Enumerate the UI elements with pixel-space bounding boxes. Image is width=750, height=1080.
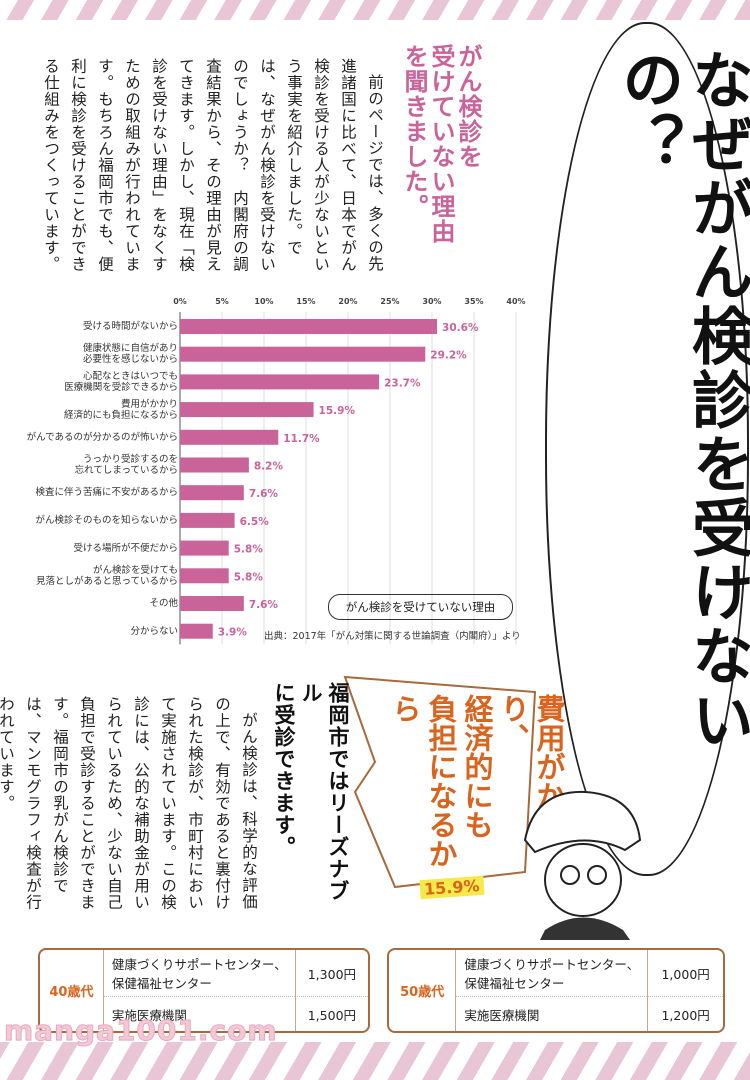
section1-heading: がん検診を 受けていない理由 を聞きました。 bbox=[400, 44, 482, 244]
place: 健康づくりサポートセンター、 保健福祉センター bbox=[455, 950, 648, 997]
bar bbox=[180, 319, 438, 334]
category-label: 費用がかかり 経済的にも負担になるから bbox=[63, 398, 178, 421]
bar bbox=[180, 457, 249, 473]
data-label: 5.8% bbox=[234, 544, 264, 556]
price-table-50s: 50歳代 健康づくりサポートセンター、 保健福祉センター 1,000円 実施医療… bbox=[387, 948, 725, 1033]
heading-line: を聞きました。 bbox=[400, 44, 428, 219]
heading-line: に受診できます。 bbox=[272, 682, 296, 858]
x-tick-label: 5% bbox=[215, 297, 229, 306]
bar bbox=[180, 540, 229, 556]
section2-body: がん検診は、科学的な評価の上で、有効であると裏付けられた検診が、市町村において実… bbox=[0, 696, 258, 911]
category-label: 分からない bbox=[130, 625, 178, 637]
bar bbox=[180, 568, 229, 584]
price-table-40s: 40歳代 健康づくりサポートセンター、 保健福祉センター 1,300円 実施医療… bbox=[38, 948, 370, 1033]
category-label: うっかり受診するのを 忘れてしまっているから bbox=[74, 454, 178, 476]
category-label: 健康状態に自信があり 必要性を感じないから bbox=[82, 343, 178, 366]
x-tick-label: 35% bbox=[464, 297, 483, 306]
x-tick-label: 10% bbox=[254, 297, 273, 306]
heading-line: 福岡市ではリーズナブル bbox=[299, 682, 350, 902]
category-label: がん検診を受けても 見落としがあると思っているから bbox=[35, 564, 178, 587]
watermark: manga1001.com bbox=[4, 1014, 278, 1048]
top-stripe-border bbox=[0, 0, 750, 20]
bar bbox=[180, 512, 235, 528]
age-group: 50歳代 bbox=[400, 985, 445, 1000]
place: 実施医療機関 bbox=[455, 997, 647, 1031]
place: 実施医療機関 bbox=[102, 997, 295, 1031]
price: 1,500円 bbox=[294, 997, 368, 1031]
section1-body: 前のページでは、多くの先進諸国に比べて、日本でがん検診を受ける人が少ないという事… bbox=[42, 58, 384, 273]
category-label: その他 bbox=[149, 598, 178, 609]
bar bbox=[180, 402, 314, 418]
data-label: 30.6% bbox=[442, 322, 479, 334]
page-title: なぜがん検診を受けないの？ bbox=[611, 48, 750, 752]
category-label: 受ける時間がないから bbox=[82, 321, 178, 332]
section2-heading: 福岡市ではリーズナブル に受診できます。 bbox=[270, 682, 351, 917]
data-label: 3.9% bbox=[218, 627, 248, 639]
heading-line: がん検診を bbox=[454, 44, 482, 169]
bar bbox=[180, 596, 244, 611]
data-label: 7.6% bbox=[249, 599, 279, 611]
data-label: 6.5% bbox=[240, 516, 270, 528]
chart-svg: 0% 5% 10% 15% 20% 25% 30% 35% 40% 30.6% 29.2% 23.7%… bbox=[173, 297, 526, 645]
category-label: がんであるのが分かるのが怖いから bbox=[26, 431, 178, 443]
x-tick-label: 25% bbox=[380, 297, 399, 306]
price: 1,200円 bbox=[647, 997, 723, 1031]
age-group: 40歳代 bbox=[49, 985, 94, 1000]
speech-bubble bbox=[545, 22, 749, 876]
bar bbox=[180, 429, 279, 445]
chart-source: 出典：2017年「がん対策に関する世論調査（内閣府）」より bbox=[264, 631, 521, 642]
callout-line: 経済的にも bbox=[460, 694, 494, 839]
bar bbox=[180, 374, 380, 390]
category-label: 検査に伴う苦痛に不安があるから bbox=[35, 487, 178, 499]
bar bbox=[180, 485, 244, 501]
data-label: 15.9% bbox=[319, 405, 356, 417]
callout-outline bbox=[343, 675, 537, 889]
bar-chart: 0% 5% 10% 15% 20% 25% 30% 35% 40% 30.6% 29.2% 23.7%… bbox=[0, 290, 540, 650]
bar bbox=[180, 623, 213, 639]
category-label: がん検診そのものを知らないから bbox=[35, 514, 178, 526]
x-tick-label: 30% bbox=[422, 297, 441, 306]
chart-title: がん検診を受けていない理由 bbox=[328, 594, 513, 620]
data-label: 8.2% bbox=[254, 461, 284, 473]
category-label: 受ける場所が不便だから bbox=[73, 542, 178, 554]
bar bbox=[180, 346, 426, 362]
price: 1,300円 bbox=[294, 950, 368, 997]
x-tick-label: 20% bbox=[338, 297, 357, 306]
data-label: 5.8% bbox=[234, 571, 264, 583]
callout-bubble: 費用がかかり、 経済的にも 負担になるから bbox=[335, 672, 566, 902]
heading-line: 受けていない理由 bbox=[427, 44, 455, 244]
x-tick-label: 40% bbox=[506, 297, 525, 306]
callout-line: 負担になるから bbox=[388, 694, 458, 868]
data-label: 29.2% bbox=[430, 350, 467, 362]
category-label: 心配なときはいつでも 医療機関を受診できるから bbox=[64, 370, 178, 393]
x-tick-label: 15% bbox=[296, 297, 315, 306]
bottom-stripe-border bbox=[0, 1042, 750, 1080]
place: 健康づくりサポートセンター、 保健福祉センター bbox=[102, 950, 295, 997]
data-label: 7.6% bbox=[249, 488, 279, 500]
data-label: 11.7% bbox=[283, 433, 320, 445]
price: 1,000円 bbox=[647, 950, 723, 997]
x-tick-label: 0% bbox=[173, 297, 187, 306]
character-illustration bbox=[523, 790, 642, 940]
data-label: 23.7% bbox=[384, 377, 421, 389]
